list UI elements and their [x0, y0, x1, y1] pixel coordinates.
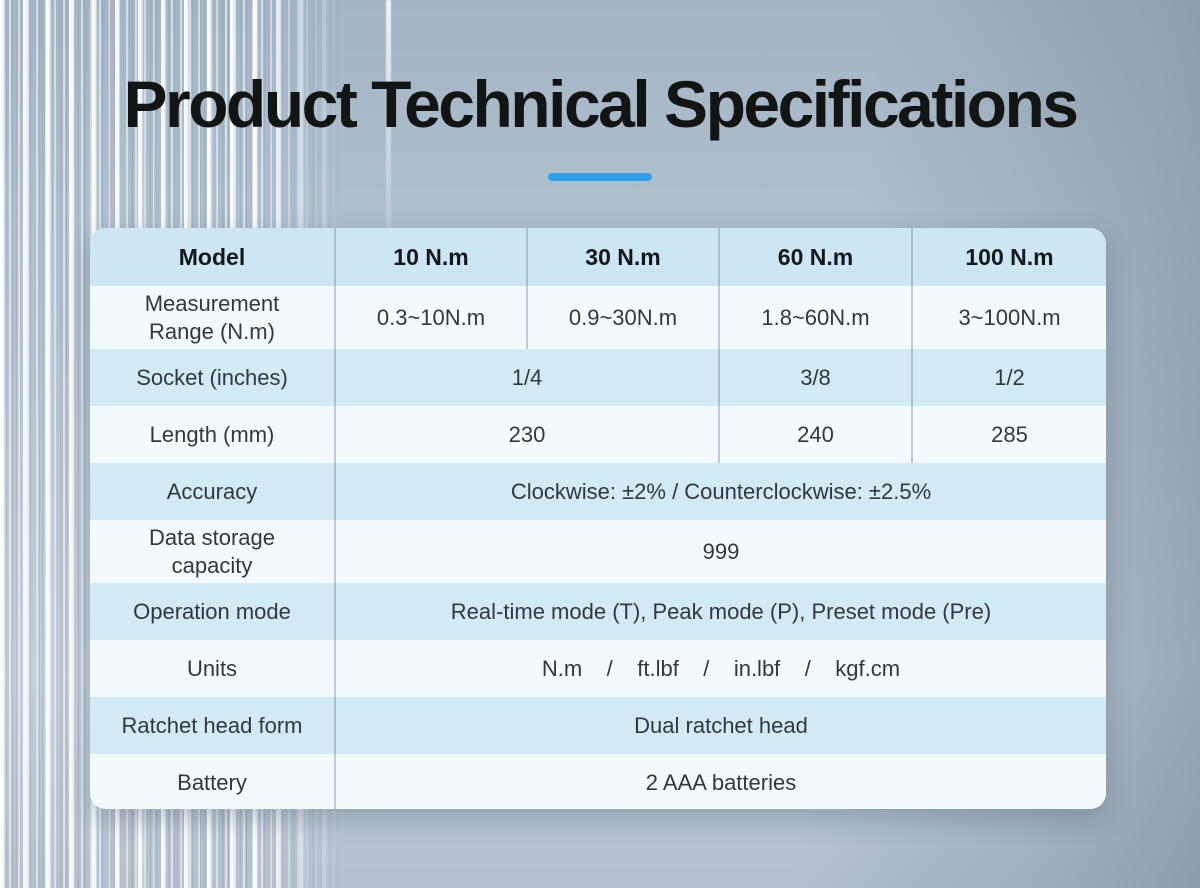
table-row-battery: Battery 2 AAA batteries [90, 754, 1106, 809]
col-header-100nm: 100 N.m [911, 228, 1106, 286]
cell-value: 285 [911, 406, 1106, 463]
row-label: Length (mm) [149, 421, 275, 447]
cell-value: 2 AAA batteries [334, 754, 1106, 809]
cell-value: 240 [718, 406, 912, 463]
cell-value: 1/2 [911, 349, 1106, 406]
table-row-data-storage: Data storage capacity 999 [90, 520, 1106, 583]
cell-value: 3/8 [718, 349, 912, 406]
spec-table: Model 10 N.m 30 N.m 60 N.m 100 N.m Measu… [90, 228, 1106, 809]
row-label: Operation mode [133, 598, 291, 624]
col-header-model: Model [178, 243, 246, 270]
row-label: Accuracy [166, 478, 258, 504]
glass-panel-edge [386, 0, 391, 232]
cell-value: Dual ratchet head [334, 697, 1106, 754]
row-label: Units [186, 655, 238, 681]
page-title: Product Technical Specifications [123, 67, 1079, 141]
table-row-measurement-range: Measurement Range (N.m) 0.3~10N.m 0.9~30… [90, 286, 1106, 349]
cell-value: 0.9~30N.m [526, 286, 719, 349]
cell-value: 3~100N.m [911, 286, 1106, 349]
table-row-operation-mode: Operation mode Real-time mode (T), Peak … [90, 583, 1106, 640]
cell-value: 999 [334, 520, 1106, 583]
table-row-units: Units N.m / ft.lbf / in.lbf / kgf.cm [90, 640, 1106, 697]
col-header-60nm: 60 N.m [718, 228, 912, 286]
cell-value: Real-time mode (T), Peak mode (P), Prese… [334, 583, 1106, 640]
cell-value: Clockwise: ±2% / Counterclockwise: ±2.5% [334, 463, 1106, 520]
table-row-socket: Socket (inches) 1/4 3/8 1/2 [90, 349, 1106, 406]
cell-value: 1/4 [334, 349, 719, 406]
col-header-10nm: 10 N.m [334, 228, 527, 286]
row-label: Socket (inches) [136, 364, 288, 390]
row-label: Measurement Range (N.m) [144, 291, 280, 344]
spec-table-container: Model 10 N.m 30 N.m 60 N.m 100 N.m Measu… [90, 228, 1106, 809]
table-row-ratchet-head: Ratchet head form Dual ratchet head [90, 697, 1106, 754]
table-row-length: Length (mm) 230 240 285 [90, 406, 1106, 463]
cell-value: 1.8~60N.m [718, 286, 912, 349]
row-label: Battery [177, 770, 247, 796]
row-label: Data storage capacity [149, 525, 275, 578]
col-header-30nm: 30 N.m [526, 228, 719, 286]
title-accent-dash [548, 173, 652, 181]
table-header-row: Model 10 N.m 30 N.m 60 N.m 100 N.m [90, 228, 1106, 286]
cell-value: 230 [334, 406, 719, 463]
cell-value: N.m / ft.lbf / in.lbf / kgf.cm [334, 640, 1106, 697]
cell-value: 0.3~10N.m [334, 286, 527, 349]
row-label: Ratchet head form [121, 712, 303, 738]
table-row-accuracy: Accuracy Clockwise: ±2% / Counterclockwi… [90, 463, 1106, 520]
